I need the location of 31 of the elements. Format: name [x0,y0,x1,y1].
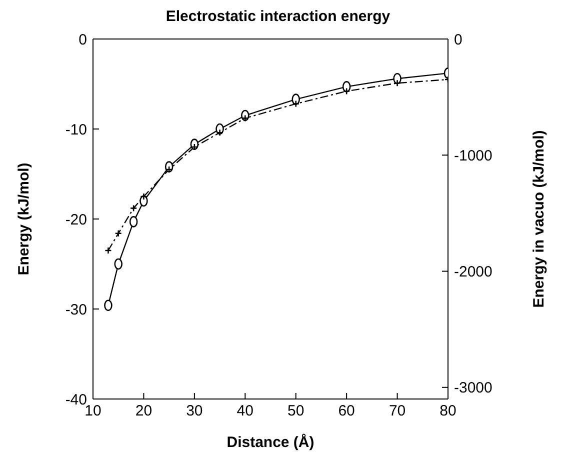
y2-tick-label: -2000 [454,264,492,281]
y-axis-title: Energy (kJ/mol) [15,162,32,276]
point [114,230,122,238]
y2-axis-title: Energy in vacuo (kJ/mol) [530,130,548,308]
y-tick-label: -30 [65,301,87,318]
x-tick-label: 40 [236,402,254,420]
x-tick-label: 60 [338,402,355,420]
point [104,300,112,312]
x-tick-label: 20 [135,402,152,420]
point [394,79,401,87]
x-tick-label: 70 [388,402,406,420]
point [114,258,123,270]
chart-title: Electrostatic interaction energy [164,8,392,25]
point [130,204,138,212]
y2-tick-label: -1000 [454,147,492,164]
y2-tick-label: -3000 [454,380,492,397]
y2-tick-label: 0 [454,31,462,48]
point [140,192,148,200]
x-axis-title: Distance (Å) [226,433,314,451]
point [342,88,350,95]
x-tick-label: 30 [186,402,203,420]
y-tick-label: 0 [78,31,87,48]
y-tick-label: -10 [65,121,87,138]
x-tick-label: 50 [288,402,304,420]
point [292,100,300,108]
x-tick-label: 10 [84,402,102,420]
y-tick-label: -40 [65,391,87,408]
x-tick-label: 80 [440,402,456,420]
point [129,216,138,228]
y-tick-label: -20 [65,211,87,228]
point [104,246,112,254]
